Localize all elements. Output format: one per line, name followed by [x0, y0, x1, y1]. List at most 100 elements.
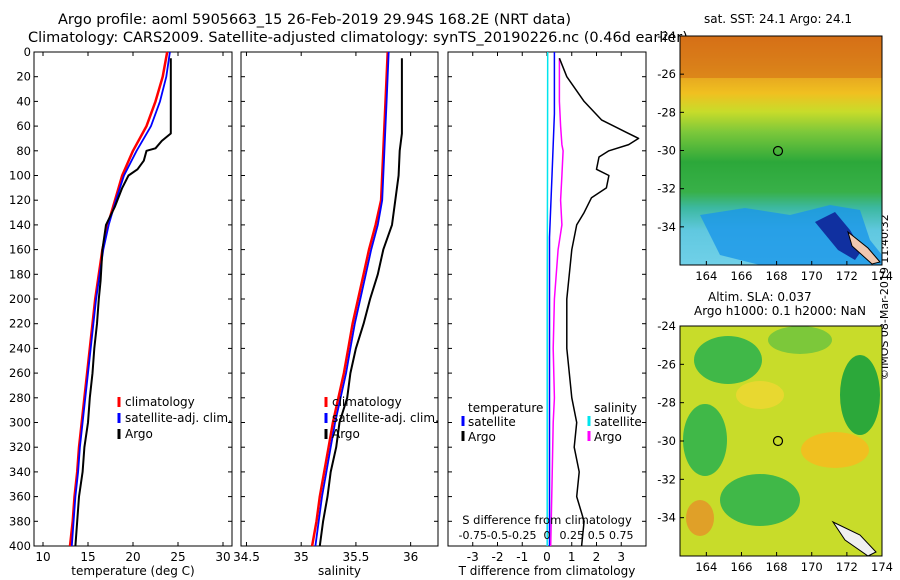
diff-legend-temperature-label: Argo	[468, 430, 496, 444]
diff-xaxis-label: T difference from climatology	[458, 564, 636, 578]
temp-plot-frame	[33, 51, 233, 547]
chart-title-line1: Argo profile: aoml 5905663_15 26-Feb-201…	[58, 12, 572, 28]
temp-xtick-label: 30	[215, 550, 230, 564]
map-lon-tick-label: 174	[871, 269, 893, 283]
diff-secondary-tick-label: -0.75	[459, 529, 487, 542]
map-lat-tick-label: -30	[657, 144, 676, 158]
temp-legend-label: Argo	[125, 427, 153, 441]
depth-tick-label: 60	[16, 119, 31, 133]
sal-legend-label: climatology	[332, 395, 402, 409]
diff-xtick-label: -2	[492, 550, 504, 564]
depth-tick-label: 40	[16, 94, 31, 108]
map-lon-tick-label: 170	[801, 269, 823, 283]
diff-xtick-label: 3	[617, 550, 625, 564]
map-lat-tick-label: -26	[657, 357, 676, 371]
diff-legend-temperature-title: temperature	[468, 401, 543, 415]
map-lat-tick-label: -26	[657, 67, 676, 81]
argo-position-marker	[772, 435, 784, 447]
temp-legend-label: climatology	[125, 395, 195, 409]
diff-xtick-label: 2	[593, 550, 601, 564]
map-lat-tick-label: -34	[657, 511, 676, 525]
diff-xtick-label: -3	[467, 550, 479, 564]
sst-map	[679, 35, 883, 266]
sal-plot-frame	[240, 51, 439, 547]
map-lon-tick-label: 168	[766, 560, 788, 574]
diff-secondary-tick-label: 0.25	[560, 529, 585, 542]
argo-position-marker	[772, 145, 784, 157]
depth-tick-label: 100	[9, 169, 31, 183]
sal-legend-label: satellite-adj. clim.	[332, 411, 439, 425]
depth-tick-label: 360	[9, 490, 31, 504]
diff-legend-salinity-label: Argo	[594, 430, 622, 444]
map-lon-tick-label: 172	[836, 560, 858, 574]
sal-xaxis-label: salinity	[318, 564, 361, 578]
map-ticks: -24 -26 -28 -30 -32 -34 164 166 168 170 172 174 -24 -…	[657, 29, 893, 574]
diff-secondary-tick-label: 0.5	[588, 529, 606, 542]
depth-tick-label: 180	[9, 267, 31, 281]
temp-xtick-label: 25	[170, 550, 185, 564]
map-lon-tick-label: 170	[801, 560, 823, 574]
sal-xtick-label: 35	[294, 550, 309, 564]
map-lon-tick-label: 166	[731, 560, 753, 574]
sst-map-title: sat. SST: 24.1 Argo: 24.1	[704, 12, 853, 26]
sla-orange-patch	[686, 500, 714, 536]
map-lat-tick-label: -24	[657, 319, 676, 333]
map-lon-tick-label: 172	[836, 269, 858, 283]
sal-xtick-label: 34.5	[233, 550, 260, 564]
temp-legend-label: satellite-adj. clim.	[125, 411, 232, 425]
diff-secondary-tick-label: -0.25	[508, 529, 536, 542]
chart-title-line2: Climatology: CARS2009. Satellite-adjuste…	[28, 30, 688, 46]
map-lat-tick-label: -24	[657, 29, 676, 43]
sal-series-argo	[318, 58, 403, 547]
depth-tick-label: 200	[9, 292, 31, 306]
temp-xtick-label: 10	[35, 550, 50, 564]
new-caledonia-land	[831, 520, 877, 557]
sla-yellow-patch	[801, 432, 869, 468]
depth-tick-label: 80	[16, 144, 31, 158]
depth-tick-label: 280	[9, 391, 31, 405]
sal-xtick-label: 35.5	[343, 550, 370, 564]
map-lon-tick-label: 174	[871, 560, 893, 574]
diff-legend-salinity-title: salinity	[594, 401, 637, 415]
temp-xaxis-label: temperature (deg C)	[71, 564, 194, 578]
depth-tick-label: 160	[9, 243, 31, 257]
sst-orange-patch	[680, 36, 882, 78]
diff-xtick-label: 0	[543, 550, 551, 564]
depth-tick-label: 380	[9, 514, 31, 528]
depth-tick-label: 140	[9, 218, 31, 232]
new-caledonia-land	[847, 230, 881, 265]
map-lon-tick-label: 164	[695, 269, 717, 283]
sla-map	[679, 325, 883, 557]
diff-xtick-label: -1	[516, 550, 528, 564]
map-lon-tick-label: 168	[766, 269, 788, 283]
diff-secondary-tick-label: 0	[544, 529, 551, 542]
salinity-panel: 34.5 35 35.5 36 salinity climatology satellite…	[233, 51, 439, 578]
sla-green-patch	[720, 474, 800, 526]
difference-panel: -3 -2 -1 0 1 2 3T difference from climatology t…	[447, 51, 647, 578]
sla-map-subtitle: Argo h1000: 0.1 h2000: NaN	[694, 304, 866, 318]
diff-series-salinity-argo	[549, 58, 564, 547]
map-lat-tick-label: -32	[657, 472, 676, 486]
depth-tick-label: 400	[9, 539, 31, 553]
sla-green-patch	[768, 326, 832, 354]
sst-dark-water	[815, 212, 862, 260]
depth-tick-label: 300	[9, 416, 31, 430]
diff-xtick-label: 1	[568, 550, 576, 564]
map-lat-tick-label: -28	[657, 105, 676, 119]
depth-tick-label: 260	[9, 366, 31, 380]
diff-legend-salinity-label: satellite	[594, 415, 642, 429]
depth-tick-label: 240	[9, 341, 31, 355]
sla-map-title: Altim. SLA: 0.037	[708, 290, 812, 304]
temp-xtick-label: 20	[125, 550, 140, 564]
map-lon-tick-label: 164	[695, 560, 717, 574]
depth-tick-label: 320	[9, 440, 31, 454]
sal-xtick-label: 36	[403, 550, 418, 564]
sla-yellow-patch	[736, 381, 784, 409]
map-lat-tick-label: -30	[657, 434, 676, 448]
temp-xtick-label: 15	[80, 550, 95, 564]
diff-series-salinity-satellite	[546, 51, 549, 546]
diff-series-temperature-argo	[558, 57, 640, 547]
depth-tick-label: 20	[16, 70, 31, 84]
temp-series-argo	[74, 58, 172, 547]
